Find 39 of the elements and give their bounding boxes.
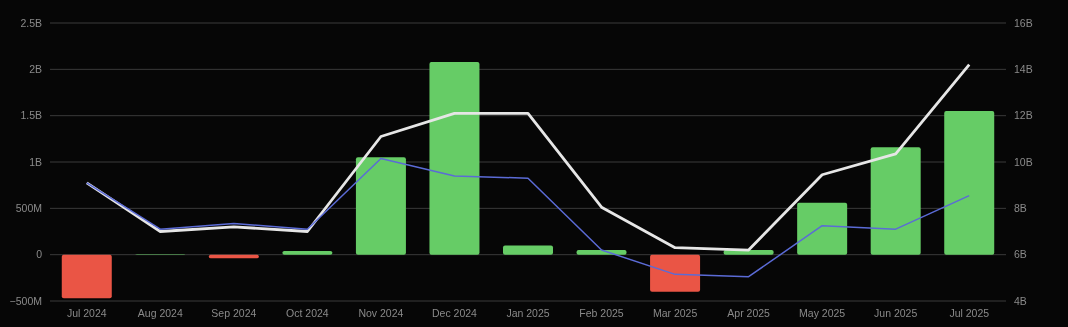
y2-tick-label: 6B: [1014, 248, 1027, 261]
bar: [797, 202, 848, 255]
x-tick-label: May 2025: [799, 307, 846, 319]
x-tick-label: Feb 2025: [579, 307, 624, 319]
x-tick-label: Dec 2024: [431, 307, 478, 319]
x-tick-label: Oct 2024: [286, 307, 329, 319]
y2-tick-label: 14B: [1014, 63, 1033, 76]
y-tick-label: 2B: [29, 63, 42, 76]
x-tick-label: Aug 2024: [137, 307, 183, 319]
y2-tick-label: 16B: [1014, 16, 1033, 29]
y-tick-label: 0: [36, 248, 43, 261]
bar: [576, 250, 627, 255]
y2-tick-label: 10B: [1014, 155, 1033, 168]
bar: [282, 250, 333, 255]
line-series: [86, 157, 970, 278]
bar: [650, 254, 701, 292]
y2-tick-label: 12B: [1014, 109, 1033, 122]
x-tick-label: Jul 2024: [66, 307, 107, 319]
bar: [355, 157, 406, 255]
y-tick-label: −500M: [9, 294, 42, 307]
y-tick-label: 2.5B: [20, 16, 42, 29]
y-tick-label: 500M: [15, 202, 42, 215]
x-tick-label: Mar 2025: [652, 307, 698, 319]
bar: [944, 111, 995, 255]
bar: [61, 254, 112, 299]
y-tick-label: 1B: [29, 155, 42, 168]
x-tick-label: Apr 2025: [727, 307, 771, 319]
x-tick-label: Sep 2024: [211, 307, 257, 319]
bar: [503, 245, 553, 255]
y-tick-label: 1.5B: [20, 109, 42, 122]
y2-tick-label: 4B: [1014, 294, 1027, 307]
bar: [429, 61, 480, 255]
line-series: [85, 63, 971, 252]
bar: [870, 147, 921, 255]
y2-tick-label: 8B: [1014, 202, 1027, 215]
x-tick-label: Jan 2025: [506, 307, 550, 319]
x-tick-label: Nov 2024: [358, 307, 404, 319]
x-tick-label: Jun 2025: [874, 307, 918, 319]
x-tick-label: Jul 2025: [949, 307, 990, 319]
